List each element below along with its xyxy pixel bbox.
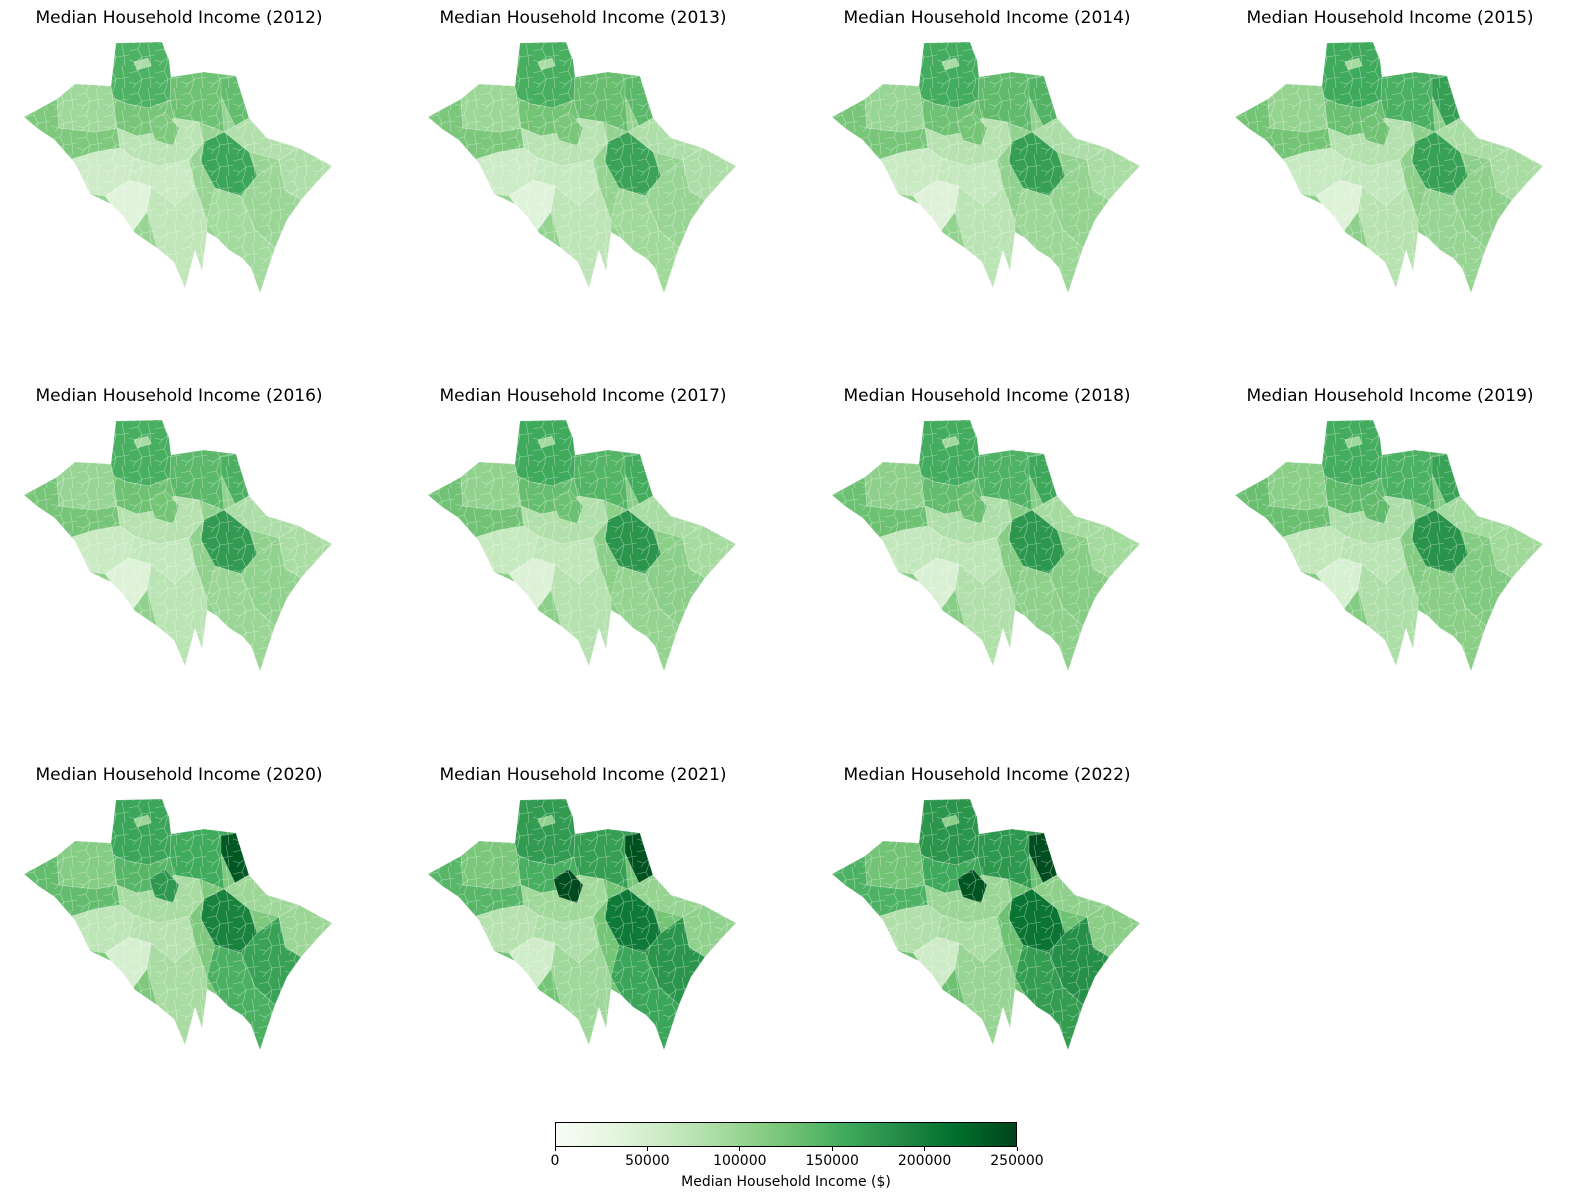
map-panel-2020: Median Household Income (2020): [0, 757, 359, 1067]
map-title-2020: Median Household Income (2020): [35, 765, 323, 785]
map-panel-2018: Median Household Income (2018): [807, 378, 1167, 688]
map-title-2016: Median Household Income (2016): [35, 386, 323, 406]
map-title-2021: Median Household Income (2021): [439, 765, 727, 785]
tract-boundaries-texture: [832, 799, 1140, 1050]
tract-boundaries-texture: [832, 420, 1140, 671]
colorbar-tickmark: [739, 1147, 741, 1151]
colorbar-ticklabel-0: 0: [550, 1153, 560, 1169]
map-panel-2015: Median Household Income (2015): [1210, 0, 1570, 310]
choropleth-map-2015: [1235, 42, 1543, 293]
map-title-2012: Median Household Income (2012): [35, 8, 323, 28]
choropleth-map-2022: [832, 799, 1140, 1050]
map-panel-2014: Median Household Income (2014): [807, 0, 1167, 310]
map-panel-2013: Median Household Income (2013): [403, 0, 763, 310]
choropleth-map-2012: [24, 42, 332, 293]
choropleth-map-2016: [24, 420, 332, 671]
colorbar-ticklabel-150000: 150000: [805, 1153, 859, 1169]
choropleth-map-2014: [832, 42, 1140, 293]
map-title-2022: Median Household Income (2022): [843, 765, 1131, 785]
choropleth-map-2019: [1235, 420, 1543, 671]
tract-boundaries-texture: [24, 420, 332, 671]
choropleth-map-2018: [832, 420, 1140, 671]
tract-boundaries-texture: [24, 42, 332, 293]
choropleth-map-2021: [428, 799, 736, 1050]
colorbar-gradient: [555, 1122, 1017, 1147]
map-panel-2022: Median Household Income (2022): [807, 757, 1167, 1067]
tract-boundaries-texture: [428, 799, 736, 1050]
map-panel-2017: Median Household Income (2017): [403, 378, 763, 688]
map-panel-2021: Median Household Income (2021): [403, 757, 763, 1067]
colorbar-tickmark: [924, 1147, 926, 1151]
map-panel-2016: Median Household Income (2016): [0, 378, 359, 688]
choropleth-map-2013: [428, 42, 736, 293]
map-title-2019: Median Household Income (2019): [1246, 386, 1534, 406]
colorbar-ticklabel-250000: 250000: [990, 1153, 1044, 1169]
map-title-2018: Median Household Income (2018): [843, 386, 1131, 406]
choropleth-map-2017: [428, 420, 736, 671]
map-title-2014: Median Household Income (2014): [843, 8, 1131, 28]
tract-boundaries-texture: [1235, 420, 1543, 671]
choropleth-map-2020: [24, 799, 332, 1050]
tract-boundaries-texture: [832, 42, 1140, 293]
map-title-2015: Median Household Income (2015): [1246, 8, 1534, 28]
colorbar-label: Median Household Income ($): [681, 1174, 891, 1190]
colorbar-tickmark: [1016, 1147, 1018, 1151]
colorbar-ticklabel-200000: 200000: [897, 1153, 952, 1169]
map-panel-2012: Median Household Income (2012): [0, 0, 359, 310]
colorbar-tickmark: [554, 1147, 556, 1151]
colorbar-tickmark: [831, 1147, 833, 1151]
tract-boundaries-texture: [24, 799, 332, 1050]
colorbar-ticklabel-100000: 100000: [713, 1153, 767, 1169]
tract-boundaries-texture: [428, 420, 736, 671]
colorbar: 0 50000 100000 150000 200000 250000 Median Ho…: [551, 1122, 1044, 1192]
colorbar-tickmark: [646, 1147, 648, 1151]
map-title-2017: Median Household Income (2017): [439, 386, 727, 406]
map-title-2013: Median Household Income (2013): [439, 8, 727, 28]
tract-boundaries-texture: [1235, 42, 1543, 293]
tract-boundaries-texture: [428, 42, 736, 293]
map-panel-2019: Median Household Income (2019): [1210, 378, 1570, 688]
colorbar-ticklabel-50000: 50000: [625, 1153, 670, 1169]
